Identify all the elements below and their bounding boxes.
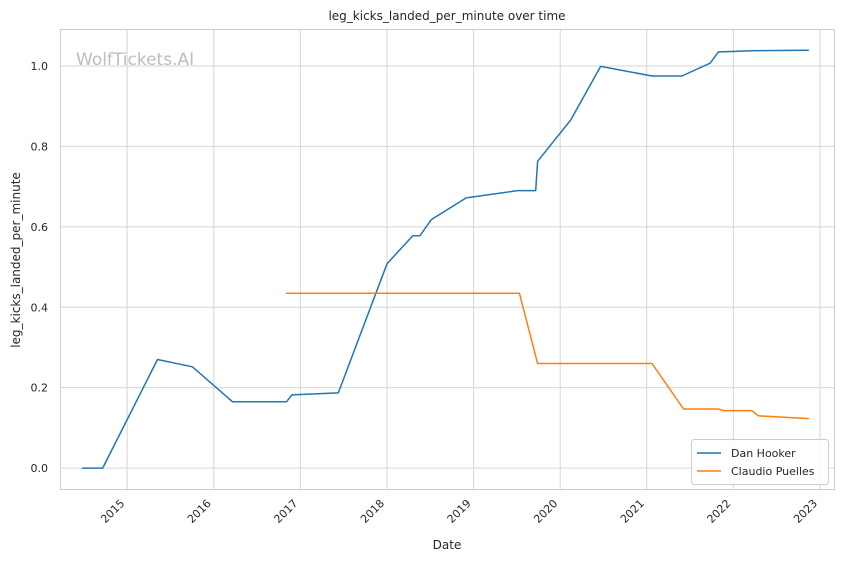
series-line-1: [285, 292, 809, 420]
y-tick-labels: 0.0 0.2 0.4 0.6 0.8 1.0: [31, 60, 49, 475]
legend-items: Dan Hooker Claudio Puelles: [697, 447, 815, 478]
legend-box: [691, 439, 829, 485]
series-layer: [82, 49, 809, 469]
x-tick-label: 2017: [271, 497, 300, 526]
x-axis-label: Date: [433, 538, 462, 552]
x-tick-label: 2022: [705, 497, 734, 526]
legend-label-1: Claudio Puelles: [731, 465, 815, 478]
plot-frame: [60, 29, 835, 490]
y-tick-label: 0.6: [31, 221, 49, 234]
y-axis-label: leg_kicks_landed_per_minute: [9, 172, 23, 348]
x-tick-label: 2023: [791, 497, 820, 526]
x-tick-label: 2015: [98, 497, 127, 526]
legend: Dan Hooker Claudio Puelles: [691, 439, 829, 485]
y-tick-label: 0.4: [31, 301, 49, 314]
y-tick-label: 0.8: [31, 140, 49, 153]
x-tick-label: 2018: [358, 497, 387, 526]
y-tick-label: 1.0: [31, 60, 49, 73]
series-line-0: [82, 49, 809, 469]
chart-title: leg_kicks_landed_per_minute over time: [328, 9, 565, 23]
x-tick-label: 2020: [531, 497, 560, 526]
y-tick-label: 0.0: [31, 462, 49, 475]
x-tick-label: 2021: [618, 497, 647, 526]
y-tick-label: 0.2: [31, 382, 49, 395]
legend-label-0: Dan Hooker: [731, 447, 796, 460]
x-tick-label: 2016: [185, 497, 214, 526]
x-tick-labels: 2015 2016 2017 2018 2019 2020 2021 2022 2023: [98, 497, 820, 526]
x-tick-label: 2019: [445, 497, 474, 526]
watermark: WolfTickets.AI: [76, 50, 194, 70]
grid-layer: [60, 29, 834, 489]
